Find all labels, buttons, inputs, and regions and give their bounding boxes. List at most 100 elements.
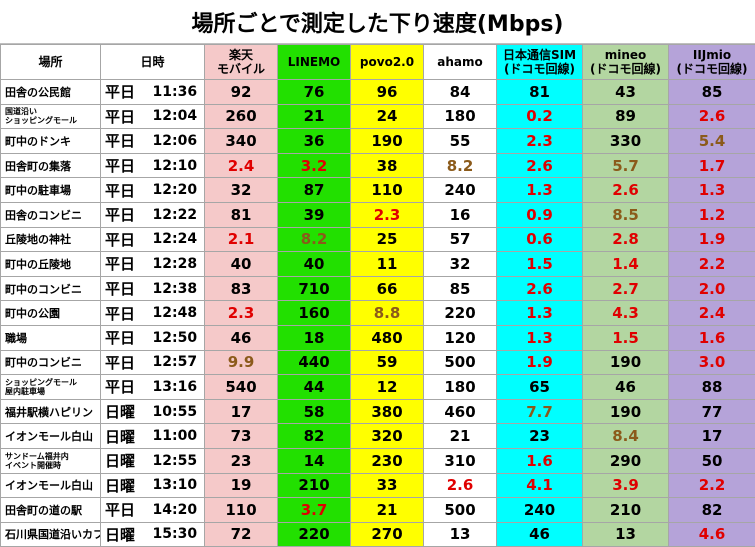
day-cell: 平日 <box>101 252 153 277</box>
time-cell: 12:10 <box>153 153 205 178</box>
rakuten-speed-cell: 260 <box>205 104 278 129</box>
header-nihon: 日本通信SIM (ドコモ回線) <box>497 45 583 80</box>
header-iij: IIJmio (ドコモ回線) <box>669 45 755 80</box>
linemo-speed-cell: 58 <box>278 399 351 424</box>
povo-speed-cell: 380 <box>351 399 424 424</box>
day-cell: 平日 <box>101 325 153 350</box>
mineo-speed-cell: 8.4 <box>583 424 669 449</box>
povo-speed-cell: 320 <box>351 424 424 449</box>
place-cell: 町中の公園 <box>1 301 101 326</box>
place-cell: 田舎のコンビニ <box>1 202 101 227</box>
day-cell: 日曜 <box>101 448 153 473</box>
iij-speed-cell: 82 <box>669 498 755 523</box>
time-cell: 12:38 <box>153 276 205 301</box>
iij-speed-cell: 1.9 <box>669 227 755 252</box>
day-cell: 平日 <box>101 375 153 400</box>
povo-speed-cell: 11 <box>351 252 424 277</box>
povo-speed-cell: 21 <box>351 498 424 523</box>
rakuten-speed-cell: 40 <box>205 252 278 277</box>
mineo-speed-cell: 8.5 <box>583 202 669 227</box>
linemo-speed-cell: 8.2 <box>278 227 351 252</box>
place-cell: イオンモール白山 <box>1 473 101 498</box>
povo-speed-cell: 190 <box>351 129 424 154</box>
ahamo-speed-cell: 2.6 <box>424 473 497 498</box>
time-cell: 10:55 <box>153 399 205 424</box>
header-mineo: mineo (ドコモ回線) <box>583 45 669 80</box>
time-cell: 13:10 <box>153 473 205 498</box>
time-cell: 12:20 <box>153 178 205 203</box>
mineo-speed-cell: 46 <box>583 375 669 400</box>
place-cell: 丘陵地の神社 <box>1 227 101 252</box>
nihon-speed-cell: 23 <box>497 424 583 449</box>
day-cell: 平日 <box>101 498 153 523</box>
ahamo-speed-cell: 16 <box>424 202 497 227</box>
place-cell: ショッピングモール 屋内駐車場 <box>1 375 101 400</box>
iij-speed-cell: 3.0 <box>669 350 755 375</box>
chart-title: 場所ごとで測定した下り速度(Mbps) <box>0 0 755 44</box>
nihon-speed-cell: 1.6 <box>497 448 583 473</box>
nihon-speed-cell: 2.3 <box>497 129 583 154</box>
linemo-speed-cell: 76 <box>278 80 351 105</box>
linemo-speed-cell: 710 <box>278 276 351 301</box>
rakuten-speed-cell: 46 <box>205 325 278 350</box>
mineo-speed-cell: 2.6 <box>583 178 669 203</box>
ahamo-speed-cell: 500 <box>424 350 497 375</box>
iij-speed-cell: 50 <box>669 448 755 473</box>
ahamo-speed-cell: 84 <box>424 80 497 105</box>
iij-speed-cell: 5.4 <box>669 129 755 154</box>
nihon-speed-cell: 0.2 <box>497 104 583 129</box>
iij-speed-cell: 2.2 <box>669 252 755 277</box>
mineo-speed-cell: 290 <box>583 448 669 473</box>
place-cell: 国道沿い ショッピングモール <box>1 104 101 129</box>
linemo-speed-cell: 44 <box>278 375 351 400</box>
iij-speed-cell: 1.6 <box>669 325 755 350</box>
ahamo-speed-cell: 220 <box>424 301 497 326</box>
rakuten-speed-cell: 17 <box>205 399 278 424</box>
rakuten-speed-cell: 2.1 <box>205 227 278 252</box>
povo-speed-cell: 8.8 <box>351 301 424 326</box>
place-cell: サンドーム福井内 イベント開催時 <box>1 448 101 473</box>
povo-speed-cell: 230 <box>351 448 424 473</box>
time-cell: 12:22 <box>153 202 205 227</box>
day-cell: 平日 <box>101 202 153 227</box>
linemo-speed-cell: 220 <box>278 522 351 547</box>
mineo-speed-cell: 1.5 <box>583 325 669 350</box>
rakuten-speed-cell: 9.9 <box>205 350 278 375</box>
iij-speed-cell: 1.3 <box>669 178 755 203</box>
mineo-speed-cell: 43 <box>583 80 669 105</box>
header-povo: povo2.0 <box>351 45 424 80</box>
ahamo-speed-cell: 13 <box>424 522 497 547</box>
rakuten-speed-cell: 83 <box>205 276 278 301</box>
nihon-speed-cell: 1.3 <box>497 301 583 326</box>
day-cell: 平日 <box>101 350 153 375</box>
ahamo-speed-cell: 85 <box>424 276 497 301</box>
mineo-speed-cell: 1.4 <box>583 252 669 277</box>
ahamo-speed-cell: 55 <box>424 129 497 154</box>
linemo-speed-cell: 210 <box>278 473 351 498</box>
ahamo-speed-cell: 500 <box>424 498 497 523</box>
day-cell: 平日 <box>101 80 153 105</box>
time-cell: 14:20 <box>153 498 205 523</box>
linemo-speed-cell: 18 <box>278 325 351 350</box>
nihon-speed-cell: 1.3 <box>497 178 583 203</box>
rakuten-speed-cell: 540 <box>205 375 278 400</box>
povo-speed-cell: 24 <box>351 104 424 129</box>
time-cell: 15:30 <box>153 522 205 547</box>
rakuten-speed-cell: 73 <box>205 424 278 449</box>
ahamo-speed-cell: 310 <box>424 448 497 473</box>
day-cell: 日曜 <box>101 522 153 547</box>
place-cell: 石川県国道沿いカフ <box>1 522 101 547</box>
nihon-speed-cell: 2.6 <box>497 276 583 301</box>
